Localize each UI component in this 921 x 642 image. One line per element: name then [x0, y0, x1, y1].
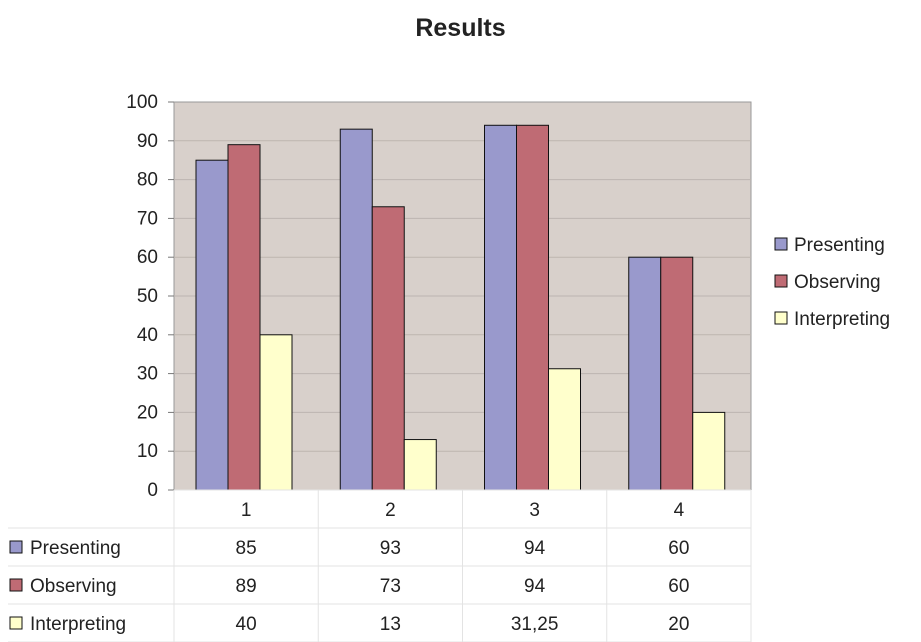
table-value: 89 [236, 576, 257, 597]
bar-interpreting-4 [692, 411, 726, 491]
y-tick-label: 70 [137, 208, 158, 229]
y-tick-label: 60 [137, 247, 158, 268]
y-tick-label: 0 [147, 480, 158, 501]
table-value: 13 [380, 614, 401, 635]
x-tick-label: 1 [241, 500, 252, 521]
x-tick-label: 3 [529, 500, 540, 521]
bar-presenting-1 [195, 159, 229, 491]
bar-interpreting-1 [259, 334, 293, 491]
bar-observing-2 [371, 206, 405, 491]
y-tick-label: 20 [137, 402, 158, 423]
table-value: 40 [236, 614, 257, 635]
table-value: 20 [668, 614, 689, 635]
legend-swatch-presenting [774, 237, 788, 251]
table-value: 73 [380, 576, 401, 597]
legend-label-interpreting: Interpreting [794, 309, 890, 330]
table-key-presenting [9, 540, 23, 554]
chart-title: Results [415, 14, 506, 42]
legend-label-presenting: Presenting [794, 235, 885, 256]
y-tick-label: 40 [137, 325, 158, 346]
y-tick-label: 10 [137, 441, 158, 462]
y-tick-label: 30 [137, 364, 158, 385]
bar-interpreting-3 [548, 368, 581, 491]
legend-label-observing: Observing [794, 272, 881, 293]
table-value: 85 [236, 538, 257, 559]
table-series-name: Presenting [30, 538, 121, 559]
y-tick-label: 50 [137, 286, 158, 307]
x-tick-label: 4 [674, 500, 685, 521]
table-value: 60 [668, 538, 689, 559]
bar-observing-1 [227, 144, 261, 491]
table-value: 31,25 [511, 614, 559, 635]
y-tick-label: 90 [137, 131, 158, 152]
bar-observing-3 [516, 124, 549, 491]
table-value: 94 [524, 538, 546, 559]
bar-observing-4 [660, 256, 694, 491]
bar-presenting-3 [484, 124, 517, 491]
table-key-interpreting [9, 616, 23, 630]
bar-interpreting-2 [403, 439, 437, 491]
x-tick-label: 2 [385, 500, 396, 521]
bar-presenting-4 [628, 256, 662, 491]
legend-swatch-observing [774, 274, 788, 288]
table-value: 60 [668, 576, 689, 597]
table-value: 93 [380, 538, 401, 559]
table-value: 94 [524, 576, 546, 597]
bar-presenting-2 [339, 128, 373, 491]
table-series-name: Observing [30, 576, 117, 597]
table-series-name: Interpreting [30, 614, 126, 635]
y-tick-label: 80 [137, 170, 158, 191]
y-tick-label: 100 [126, 92, 158, 113]
legend-swatch-interpreting [774, 311, 788, 325]
table-key-observing [9, 578, 23, 592]
